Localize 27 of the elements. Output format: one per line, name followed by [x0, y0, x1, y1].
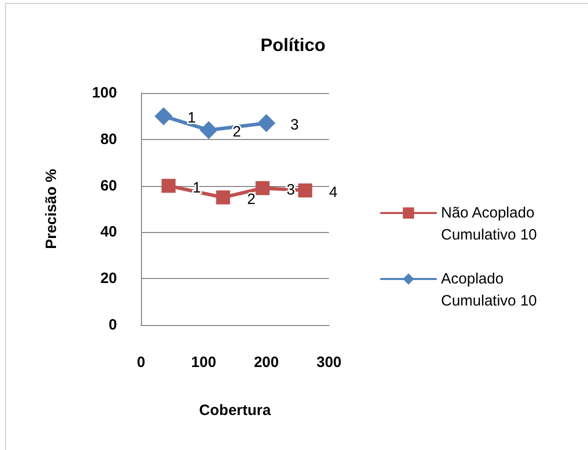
point — [200, 121, 218, 140]
annotation: 4 — [329, 184, 338, 201]
chart-title: Político — [260, 35, 326, 55]
point — [257, 114, 276, 132]
y-tick-label: 100 — [92, 84, 117, 102]
y-tick-label: 20 — [100, 270, 117, 288]
y-tick-label: 80 — [100, 130, 117, 148]
point — [256, 181, 270, 196]
annotation: 3 — [290, 116, 299, 134]
legend-label: Acoplado Cumulativo 10 — [441, 270, 537, 310]
point — [298, 183, 312, 198]
x-tick-label: 200 — [254, 354, 279, 371]
annotation: 2 — [232, 124, 242, 141]
point — [216, 190, 230, 204]
annotation: 1 — [188, 110, 196, 127]
annotation: 2 — [247, 190, 256, 208]
y-tick-label: 0 — [108, 316, 117, 334]
y-tick-label: 40 — [100, 224, 117, 241]
x-tick-label: 100 — [191, 354, 216, 371]
y-tick-label: 60 — [100, 177, 117, 194]
legend-label: Não Acoplado Cumulativo 10 — [441, 204, 539, 244]
point — [162, 178, 176, 193]
x-tick-label: 300 — [316, 354, 342, 371]
x-axis-title: Cobertura — [199, 402, 272, 419]
point — [154, 107, 173, 126]
y-axis-title: Precisão % — [43, 168, 60, 250]
x-tick-label: 0 — [136, 354, 146, 371]
